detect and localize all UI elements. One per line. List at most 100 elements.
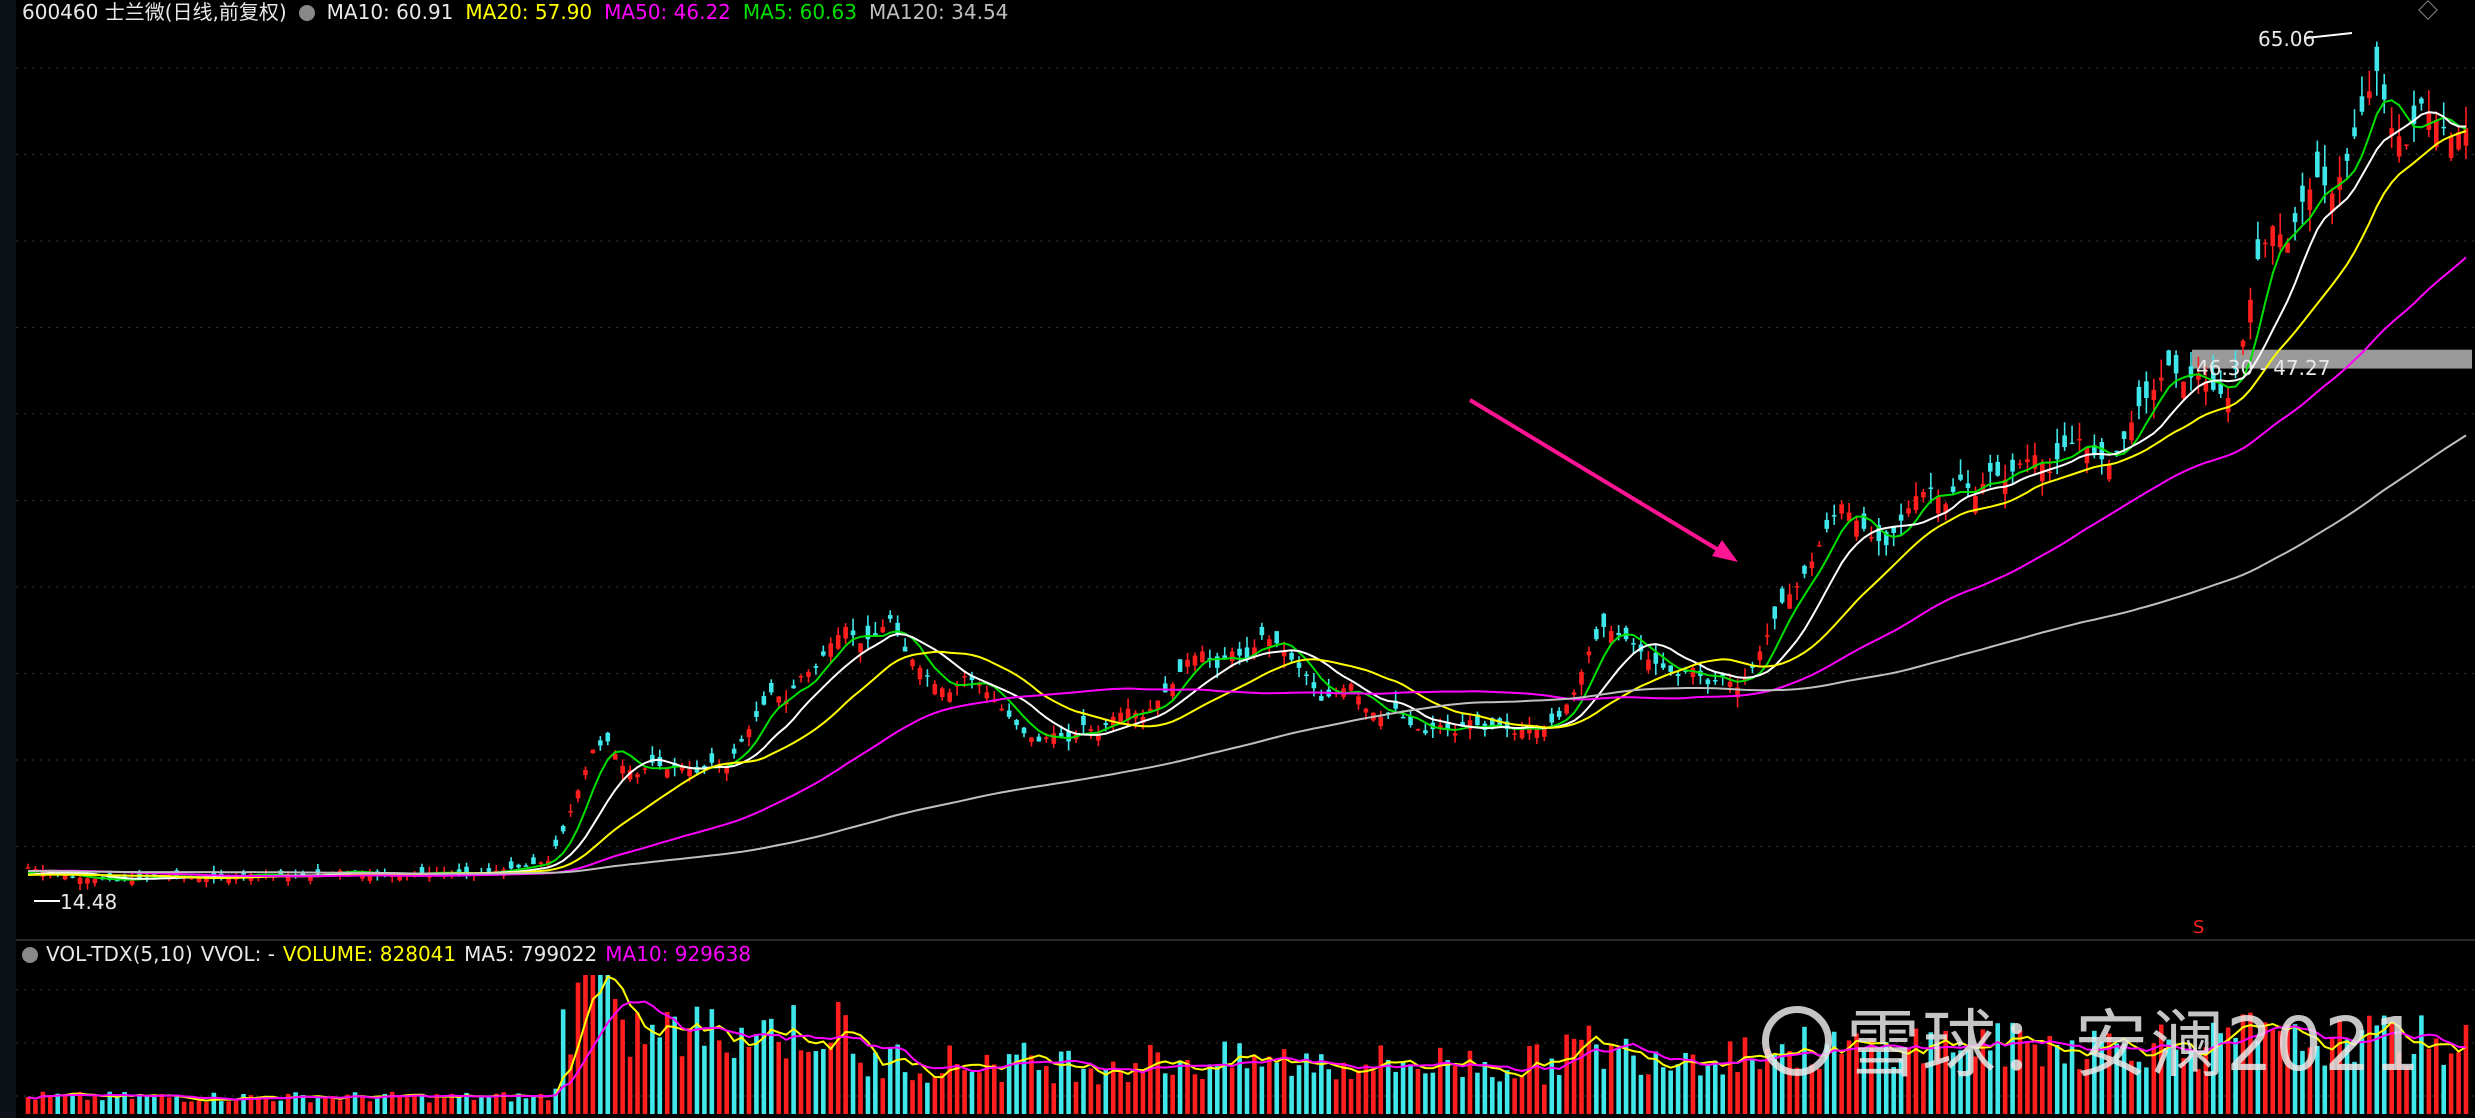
volume-bar <box>1296 1065 1302 1114</box>
candle-body <box>114 879 120 882</box>
candle-body <box>278 870 284 877</box>
candle-body <box>1237 648 1242 656</box>
candle-body <box>508 861 514 869</box>
candle-body <box>687 769 692 777</box>
volume-bar <box>2463 1024 2469 1114</box>
volume-ma-lines <box>27 975 2467 1102</box>
ma5-readout: MA5: 60.63 <box>742 0 857 24</box>
volume-bar <box>969 1071 975 1114</box>
candle-body <box>1549 713 1555 723</box>
volume-bar <box>204 1102 209 1114</box>
candle-body <box>2047 471 2053 474</box>
candle-body <box>880 626 886 633</box>
volume-bar <box>895 1044 900 1114</box>
volume-bar <box>2248 1012 2253 1114</box>
candle-body <box>1935 496 1941 514</box>
volume-bar <box>2277 1030 2283 1114</box>
candle-body <box>1066 731 1071 742</box>
volume-bar <box>196 1100 202 1114</box>
candle-body <box>2196 373 2201 380</box>
volume-bar <box>226 1101 231 1114</box>
volume-bar <box>55 1093 61 1114</box>
volume-bar <box>1772 1054 1778 1114</box>
candle-body <box>1913 496 1919 511</box>
volume-bar <box>650 1024 655 1114</box>
volume-bar <box>159 1094 165 1114</box>
candle-body <box>1928 487 1934 489</box>
volume-bar <box>1006 1054 1012 1114</box>
volume-bar <box>1237 1043 1242 1114</box>
candle-body <box>2062 435 2067 448</box>
candle-body <box>1274 631 1280 644</box>
settings-dot-icon[interactable] <box>298 5 315 21</box>
volume-settings-dot-icon[interactable] <box>22 947 38 963</box>
candle-body <box>939 688 945 698</box>
candle-body <box>2010 459 2015 472</box>
volume-bar <box>1876 1051 1882 1114</box>
volume-bar <box>1690 1054 1696 1114</box>
candle-body <box>2389 128 2394 136</box>
volume-indicator-label[interactable]: VOL-TDX(5,10) <box>46 942 193 966</box>
candle-body <box>627 770 633 780</box>
volume-bar <box>999 1081 1005 1114</box>
volume-bar <box>1333 1079 1339 1114</box>
volume-bar <box>1148 1044 1153 1114</box>
volume-bar <box>538 1093 544 1114</box>
volume-bar <box>218 1101 224 1114</box>
volume-bar <box>1556 1075 1562 1114</box>
candle-body <box>1765 635 1770 637</box>
candle-body <box>947 692 952 702</box>
candle-body <box>189 877 194 880</box>
candle-body <box>1259 626 1265 636</box>
volume-bar <box>1356 1070 1361 1114</box>
candle-body <box>1906 508 1911 514</box>
candle-body <box>2307 189 2313 211</box>
candle-body <box>2448 136 2454 159</box>
candle-body <box>308 875 313 881</box>
candle-body <box>1348 684 1354 691</box>
volume-bar <box>330 1096 336 1114</box>
volume-bar <box>553 1088 559 1114</box>
moving-average-lines <box>27 99 2467 881</box>
volume-bar <box>1044 1066 1049 1114</box>
candle-body <box>2315 151 2320 178</box>
candle-body <box>1802 565 1807 574</box>
candle-body <box>1772 606 1778 619</box>
candle-body <box>925 675 930 677</box>
volume-bar <box>92 1095 98 1114</box>
candle-body <box>1460 722 1465 727</box>
volume-bar <box>1698 1075 1703 1114</box>
volume-bar <box>1400 1062 1406 1114</box>
ma20-readout: MA20: 57.90 <box>465 0 593 24</box>
candle-body <box>1876 525 1882 542</box>
volume-bar <box>1861 1050 1867 1114</box>
volume-bar <box>2173 1049 2179 1114</box>
volume-bar <box>1319 1054 1324 1114</box>
candle-body <box>2285 242 2290 253</box>
volume-bar <box>1482 1062 1488 1114</box>
candle-body <box>464 866 469 874</box>
volume-bar <box>256 1097 261 1114</box>
volume-bar <box>1267 1056 1272 1114</box>
candle-body <box>1489 718 1495 728</box>
volume-bar <box>1727 1041 1733 1114</box>
ma10-readout: MA10: 60.91 <box>326 0 454 24</box>
volume-bar <box>1668 1070 1673 1114</box>
candle-body <box>575 790 581 799</box>
candle-body <box>612 753 618 760</box>
volume-bar <box>2322 1065 2328 1114</box>
candle-body <box>1021 727 1027 734</box>
candle-body <box>2069 442 2075 445</box>
candle-body <box>1445 723 1450 730</box>
volume-bar <box>33 1099 38 1114</box>
volume-bar <box>1014 1054 1019 1114</box>
candle-body <box>1512 733 1517 735</box>
candle-body <box>1252 647 1257 657</box>
candle-body <box>1029 737 1034 743</box>
symbol-label[interactable]: 600460 士兰微(日线,前复权) <box>22 0 287 24</box>
volume-bar <box>2196 1069 2201 1114</box>
volume-bar <box>1579 1039 1584 1114</box>
volume-bar <box>798 1050 804 1114</box>
candle-body <box>1571 692 1577 695</box>
